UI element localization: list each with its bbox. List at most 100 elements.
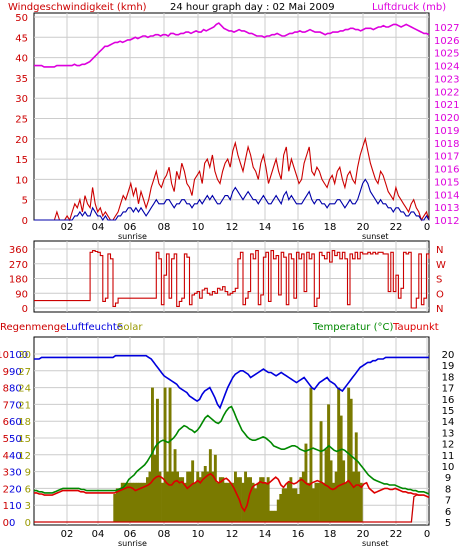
solar-bar <box>264 482 268 522</box>
temp-tick-2: 7 <box>445 496 451 507</box>
rain-tick-5: 5 <box>3 434 9 445</box>
humidity-tick-7: 70 <box>9 400 22 411</box>
sunrise-label-2: sunrise <box>118 539 147 548</box>
temp-xtick-2: 06 <box>124 529 137 540</box>
solar-bar <box>115 488 119 522</box>
solar-tick-5: 15 <box>18 434 31 445</box>
solar-bar <box>148 471 152 522</box>
temp-xtick-7: 16 <box>292 529 305 540</box>
wind-tick-5: 25 <box>15 115 28 126</box>
wind-tick-6: 30 <box>15 94 28 105</box>
rain-tick-6: 6 <box>3 417 9 428</box>
dir-tick-1: 90 <box>15 289 28 300</box>
temp-tick-0: 5 <box>445 518 451 529</box>
solar-bar <box>191 460 195 522</box>
solar-bar <box>256 482 260 522</box>
temp-tick-15: 20 <box>442 350 455 361</box>
solar-bar <box>224 482 227 522</box>
wind-xtick-10: 22 <box>390 222 403 233</box>
solar-bar <box>342 460 346 522</box>
wind-tick-9: 45 <box>15 33 28 44</box>
wind-xtick-4: 10 <box>192 222 205 233</box>
solar-bar <box>130 482 134 522</box>
direction-panel-series <box>34 250 430 309</box>
wind-tick-0: 0 <box>22 216 28 227</box>
solar-bar <box>284 488 288 522</box>
solar-bar <box>213 454 217 522</box>
rain-tick-4: 4 <box>3 451 9 462</box>
solar-bar <box>178 477 182 522</box>
solar-bar <box>135 482 139 522</box>
humidity-tick-4: 40 <box>9 451 22 462</box>
solar-tick-0: 0 <box>25 518 31 529</box>
solar-bar <box>352 471 356 522</box>
direction-left-axis: 0 90 180 270 360 <box>9 245 28 315</box>
solar-tick-3: 9 <box>25 468 31 479</box>
solar-bar <box>327 404 330 522</box>
solar-bar <box>231 482 235 522</box>
solar-bar <box>357 471 361 522</box>
pressure-tick-11: 1023 <box>434 74 459 85</box>
solar-bar <box>299 477 303 522</box>
wind-x-axis: 02 04 06 08 10 12 14 16 18 20 22 0 <box>61 222 431 233</box>
solar-bar <box>359 482 363 522</box>
wind-xtick-11: 0 <box>424 222 430 233</box>
temp-tick-10: 15 <box>442 406 455 417</box>
dir-right-tick-3: O <box>436 289 444 300</box>
dir-right-tick-4: N <box>436 304 443 315</box>
humidity-tick-0: 0 <box>9 518 15 529</box>
wind-xtick-7: 16 <box>292 222 305 233</box>
solar-bar <box>312 488 315 522</box>
solar-bar <box>249 477 252 522</box>
temp-xtick-10: 22 <box>390 529 403 540</box>
solar-bar <box>221 477 225 522</box>
solar-bar <box>183 482 187 522</box>
dir-tick-3: 270 <box>9 260 28 271</box>
solar-bar <box>153 454 157 522</box>
solar-bar <box>279 494 283 522</box>
pressure-tick-7: 1019 <box>434 126 459 137</box>
wind-xtick-3: 08 <box>158 222 171 233</box>
solar-axis-label: Solar <box>117 322 143 333</box>
solar-tick-9: 27 <box>18 367 31 378</box>
temp-xtick-4: 10 <box>192 529 205 540</box>
dir-right-tick-2: S <box>436 275 442 286</box>
solar-bar <box>241 482 245 522</box>
solar-bar <box>171 471 174 522</box>
solar-bar <box>281 488 285 522</box>
temperature-x-axis: 02 04 06 08 10 12 14 16 18 20 22 0 <box>61 529 431 540</box>
direction-line <box>34 250 430 309</box>
wind-tick-1: 5 <box>22 196 28 207</box>
pressure-tick-8: 1020 <box>434 113 459 124</box>
wind-tick-4: 20 <box>15 135 28 146</box>
chart-title: 24 hour graph day : 02 Mai 2009 <box>170 2 335 13</box>
temp-xtick-1: 04 <box>92 529 105 540</box>
solar-tick-6: 18 <box>18 417 31 428</box>
solar-bar <box>176 471 179 522</box>
gust-line <box>34 136 430 222</box>
pressure-tick-10: 1022 <box>434 87 459 98</box>
temp-tick-9: 14 <box>442 417 455 428</box>
temp-xtick-8: 18 <box>324 529 337 540</box>
solar-bar <box>322 482 325 522</box>
rain-tick-10: 10 <box>0 350 9 361</box>
humidity-tick-1: 10 <box>9 501 22 512</box>
dewpoint-line <box>34 472 430 513</box>
wind-xtick-6: 14 <box>259 222 272 233</box>
solar-tick-1: 3 <box>25 501 31 512</box>
solar-bar <box>118 488 122 522</box>
solar-bar <box>128 482 132 522</box>
solar-bar <box>161 482 164 522</box>
wind-tick-3: 15 <box>15 155 28 166</box>
solar-bar <box>276 499 280 522</box>
rain-axis-label: Regenmenge <box>0 322 66 333</box>
solar-bar <box>173 449 177 522</box>
solar-bar <box>301 471 305 522</box>
temp-tick-8: 13 <box>442 428 455 439</box>
temp-tick-11: 16 <box>442 395 455 406</box>
humidity-tick-10: 100 <box>9 350 28 361</box>
solar-bar <box>319 421 323 522</box>
solar-bar <box>307 482 310 522</box>
